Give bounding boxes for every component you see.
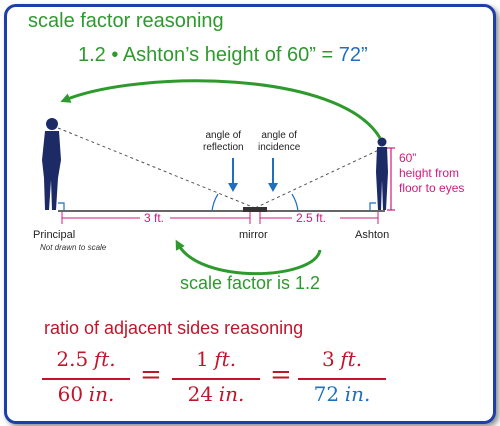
principal-figure-icon	[42, 118, 61, 210]
fraction-3-denominator: 72 in.	[296, 382, 388, 407]
fraction-2-den-value: 24	[187, 382, 214, 406]
scale-factor-heading: scale factor reasoning	[28, 10, 224, 32]
fraction-1-num-value: 2.5	[56, 347, 89, 371]
principal-label: Principal	[33, 229, 76, 241]
equals-sign-2: =	[270, 360, 292, 390]
principal-right-angle-marker	[58, 202, 65, 211]
fraction-2-num-unit: ft.	[214, 347, 237, 371]
fraction-1-numerator: 2.5 ft.	[40, 347, 132, 372]
fraction-3-den-unit: in.	[344, 382, 371, 406]
fraction-2-numerator: 1 ft.	[170, 347, 262, 372]
bottom-green-arrow	[175, 239, 322, 276]
height-label: 60” height from floor to eyes	[399, 151, 464, 196]
scale-equation-left: 1.2 • Ashton’s height of 60” =	[78, 44, 339, 66]
angle-reflection-line1: angle of	[205, 130, 242, 141]
fraction-1-den-unit: in.	[88, 382, 115, 406]
scale-factor-caption: scale factor is 1.2	[180, 273, 321, 293]
fraction-1-bar	[42, 378, 130, 380]
not-to-scale-note: Not drawn to scale	[40, 243, 107, 252]
fraction-1-num-unit: ft.	[93, 347, 116, 371]
scale-equation-result: 72”	[338, 44, 368, 66]
ashton-label: Ashton	[355, 229, 390, 241]
angle-reflection-line2: reflection	[203, 142, 244, 153]
ashton-right-angle-marker	[369, 202, 376, 211]
mirror-shape	[243, 207, 267, 212]
fraction-3-den-value: 72	[313, 382, 340, 406]
equals-sign-1: =	[140, 360, 162, 390]
fraction-3-numerator: 3 ft.	[296, 347, 388, 372]
scale-equation: 1.2 • Ashton’s height of 60” = 72”	[78, 44, 368, 67]
ashton-figure-icon	[376, 137, 388, 210]
fraction-1-den-value: 60	[57, 382, 84, 406]
fraction-2-den-unit: in.	[218, 382, 245, 406]
reflection-arrow-head	[228, 183, 238, 192]
height-value: 60”	[399, 151, 417, 165]
angle-incidence-line1: angle of	[261, 130, 297, 141]
incidence-arrow-head	[268, 183, 278, 192]
distance-left-label: 3 ft.	[144, 211, 165, 225]
fraction-3-bar	[298, 378, 386, 380]
fraction-2-denominator: 24 in.	[170, 382, 262, 407]
incident-ray-line	[254, 147, 384, 209]
angle-reflection-label: angle of reflection	[203, 130, 244, 154]
fraction-2-bar	[172, 378, 260, 380]
angle-incidence-line2: incidence	[258, 142, 301, 153]
height-text-line2: floor to eyes	[399, 181, 465, 195]
fraction-1-denominator: 60 in.	[40, 382, 132, 407]
top-green-arrow	[60, 79, 382, 139]
fraction-3-num-value: 3	[321, 347, 335, 371]
ratio-heading: ratio of adjacent sides reasoning	[44, 318, 304, 338]
fraction-2-num-value: 1	[195, 347, 209, 371]
mirror-label: mirror	[239, 229, 268, 241]
angle-incidence-arc	[291, 193, 299, 212]
distance-right-label: 2.5 ft.	[296, 211, 327, 225]
angle-reflection-arc	[211, 193, 219, 212]
fraction-3-num-unit: ft.	[340, 347, 363, 371]
height-text-line1: height from	[399, 166, 460, 180]
angle-incidence-label: angle of incidence	[258, 130, 300, 154]
